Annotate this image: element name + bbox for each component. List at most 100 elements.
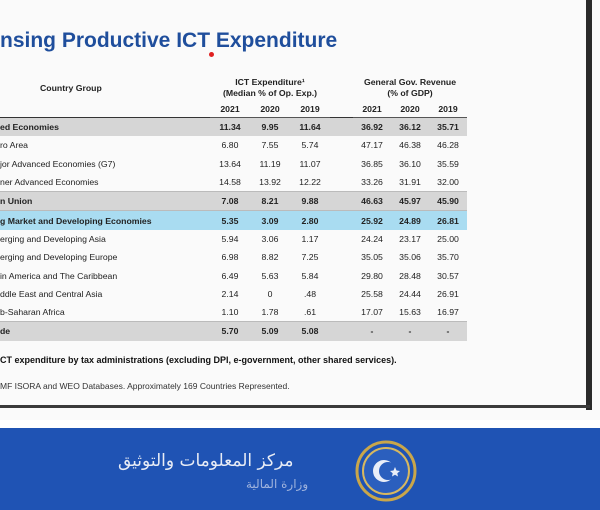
revenue-value-cell: 45.90: [429, 191, 467, 211]
column-gap: [330, 75, 353, 101]
country-group-cell: erging and Developing Asia: [0, 233, 106, 244]
table-row: ro Area 6.80 7.55 5.74 47.17 46.38 46.28: [0, 136, 467, 154]
revenue-header-text: General Gov. Revenue: [363, 77, 457, 87]
revenue-value-cell: 31.91: [399, 177, 421, 188]
country-group-header-text: Country Group: [40, 82, 102, 93]
slide-edge: [586, 0, 592, 410]
column-gap: [330, 321, 353, 341]
column-gap: [330, 117, 353, 137]
table-row: erging and Developing Asia 5.94 3.06 1.17 24…: [0, 230, 467, 248]
table-row: de 5.70 5.09 5.08- - -: [0, 321, 467, 341]
year-header: 2021: [353, 101, 391, 118]
column-gap: [330, 136, 353, 154]
ict-value-cell: 7.25: [301, 252, 319, 263]
country-group-header: Country Group: [0, 75, 210, 101]
table-row: b-Saharan Africa 1.10 1.78 .61 17.07 15.63 16.…: [0, 303, 467, 322]
revenue-value-cell: 23.17: [399, 233, 421, 244]
year-header-row: 2021 2020 2019 2021 2020 2019: [0, 101, 467, 118]
revenue-header: General Gov. Revenue (% of GDP): [353, 75, 467, 101]
table-body: ed Economies 11.34 9.95 11.64 36.92 36.12 35.7…: [0, 117, 467, 341]
ict-value-cell: 5.94: [221, 233, 239, 244]
column-gap: [330, 101, 353, 118]
country-group-cell: ed Economies: [0, 117, 210, 137]
country-group-cell: ro Area: [0, 140, 29, 151]
ict-header-text: ICT Expenditure¹: [235, 77, 305, 87]
ict-value-cell: 3.09: [250, 210, 290, 230]
ict-value-cell: 14.58: [219, 177, 241, 188]
ict-value-cell: 6.80: [221, 140, 239, 151]
country-group-cell: erging and Developing Europe: [0, 252, 118, 263]
ict-value-cell: 11.07: [299, 158, 321, 169]
ict-value-cell: 8.82: [261, 252, 279, 263]
column-gap: [330, 303, 353, 322]
organization-subtitle: وزارة المالية: [246, 477, 309, 491]
country-group-cell: ddle East and Central Asia: [0, 288, 103, 299]
revenue-value-cell: 29.80: [361, 270, 383, 281]
year-header-spacer: [0, 101, 210, 118]
ict-value-cell: 0: [267, 288, 273, 299]
ict-value-cell: 5.09: [250, 321, 290, 341]
revenue-value-cell: 36.10: [399, 158, 421, 169]
revenue-value-cell: 32.00: [437, 177, 459, 188]
country-group-cell: ner Advanced Economies: [0, 177, 99, 188]
revenue-value-cell: 35.05: [361, 252, 383, 263]
ict-value-cell: 5.84: [301, 270, 319, 281]
revenue-value-cell: 36.12: [391, 117, 429, 137]
revenue-value-cell: 26.81: [429, 210, 467, 230]
ict-subheader-text: (Median % of Op. Exp.): [222, 88, 318, 98]
revenue-value-cell: 28.48: [399, 270, 421, 281]
ict-value-cell: 3.06: [261, 233, 279, 244]
revenue-value-cell: 35.06: [399, 252, 421, 263]
table-header-row: Country Group ICT Expenditure¹ (Median %…: [0, 75, 467, 101]
column-gap: [330, 210, 353, 230]
column-gap: [330, 285, 353, 303]
source-note: MF ISORA and WEO Databases. Approximatel…: [0, 381, 290, 391]
ict-value-cell: 2.14: [221, 288, 239, 299]
revenue-value-cell: 15.63: [399, 307, 421, 318]
ict-value-cell: 8.21: [250, 191, 290, 211]
ict-value-cell: 5.74: [301, 140, 319, 151]
ict-value-cell: 5.63: [261, 270, 279, 281]
table-row: ner Advanced Economies 14.58 13.92 12.22 33.…: [0, 173, 467, 192]
revenue-value-cell: 17.07: [361, 307, 383, 318]
ict-value-cell: 9.88: [290, 191, 330, 211]
revenue-value-cell: -: [391, 321, 429, 341]
country-group-cell: g Market and Developing Economies: [0, 210, 210, 230]
organization-name: مركز المعلومات والتوثيق: [118, 451, 294, 471]
ict-value-cell: 9.95: [250, 117, 290, 137]
ict-value-cell: 5.08: [290, 321, 330, 341]
ict-value-cell: 11.34: [210, 117, 250, 137]
revenue-value-cell: 24.44: [399, 288, 421, 299]
column-gap: [330, 155, 353, 173]
column-gap: [330, 191, 353, 211]
table-row: ed Economies 11.34 9.95 11.64 36.92 36.12 35.7…: [0, 117, 467, 137]
ict-value-cell: 13.92: [259, 177, 281, 188]
ict-value-cell: 7.55: [261, 140, 279, 151]
country-group-cell: n Union: [0, 191, 210, 211]
ict-value-cell: .48: [303, 288, 317, 299]
footer-band: [0, 428, 600, 510]
ict-value-cell: 7.08: [210, 191, 250, 211]
ict-value-cell: 11.19: [259, 158, 281, 169]
ict-value-cell: 11.64: [290, 117, 330, 137]
ict-value-cell: 12.22: [299, 177, 321, 188]
ict-value-cell: 6.98: [221, 252, 239, 263]
revenue-value-cell: 46.28: [437, 140, 459, 151]
revenue-value-cell: 45.97: [391, 191, 429, 211]
revenue-value-cell: 25.58: [361, 288, 383, 299]
column-gap: [330, 248, 353, 266]
slide-bottom-edge: [0, 405, 590, 408]
column-gap: [330, 173, 353, 192]
table-row: n Union 7.08 8.21 9.88 46.63 45.97 45.90: [0, 191, 467, 211]
revenue-value-cell: 46.63: [353, 191, 391, 211]
revenue-value-cell: 24.24: [361, 233, 383, 244]
ict-value-cell: 5.35: [210, 210, 250, 230]
revenue-value-cell: 47.17: [361, 140, 383, 151]
year-header: 2020: [250, 101, 290, 118]
country-group-cell: b-Saharan Africa: [0, 307, 65, 318]
year-header: 2020: [391, 101, 429, 118]
revenue-value-cell: 36.85: [361, 158, 383, 169]
pointer-dot: [209, 52, 214, 57]
table-row: erging and Developing Europe 6.98 8.82 7.25…: [0, 248, 467, 266]
ict-value-cell: 6.49: [221, 270, 239, 281]
